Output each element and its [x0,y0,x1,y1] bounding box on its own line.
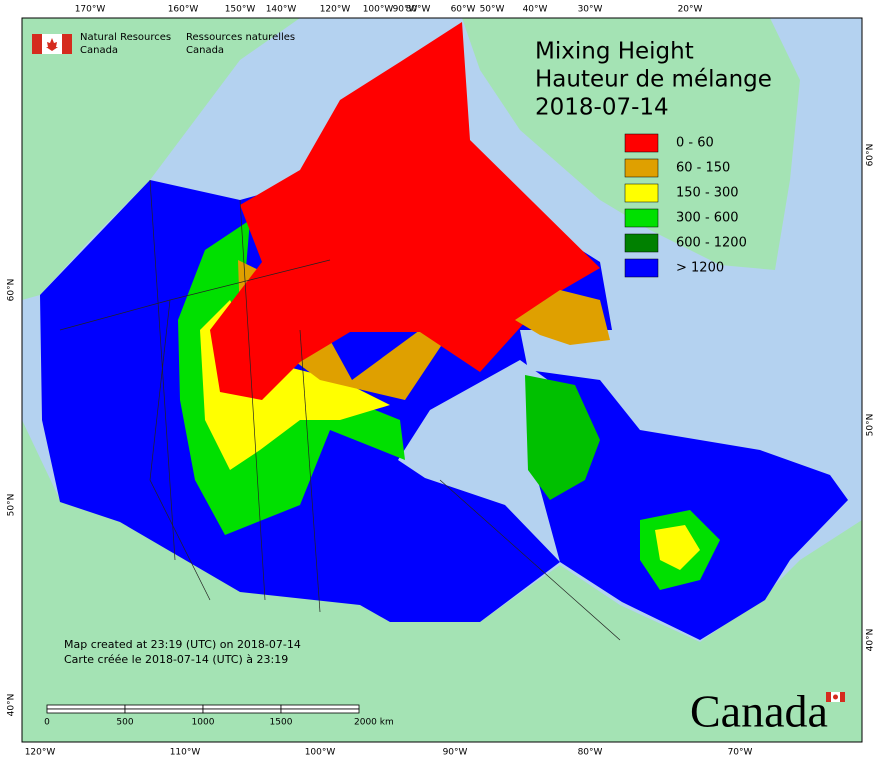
scale-segment [124,708,204,714]
graticule-label: 60°W [451,5,476,15]
quebec-green [525,375,600,500]
legend-swatch [624,183,659,203]
border [439,479,621,641]
agency-en: Natural Resources [80,32,171,43]
border [149,299,211,601]
scale-segment [124,704,204,710]
graticule-label: 80°W [578,748,603,758]
graticule-label: 80°W [406,5,431,15]
graticule-label: 160°W [168,5,199,15]
legend-swatch [624,208,659,228]
scale-segment [202,704,282,710]
graticule-label: 100°W [305,748,336,758]
scale-segment [280,704,360,710]
legend-swatch [624,158,659,178]
arctic-red [210,22,600,400]
graticule-label: 20°W [678,5,703,15]
graticule-label: 120°W [25,748,56,758]
legend-label: 300 - 600 [676,211,739,226]
wordmark: Canada [690,686,828,737]
graticule-label: 90°W [443,748,468,758]
title: Mixing Height [535,39,694,65]
agency-fr: Canada [186,45,224,56]
graticule-label: 60°N [866,144,876,167]
note: Map created at 23:19 (UTC) on 2018-07-14 [64,638,301,651]
border [239,199,266,601]
border [299,329,321,613]
border [59,259,331,331]
graticule-label: 40°W [523,5,548,15]
graticule-label: 40°N [866,629,876,652]
frame [21,17,863,743]
legend-label: 600 - 1200 [676,236,747,251]
wordmark-flag [826,692,845,702]
scale-segment [46,708,126,714]
graticule-label: 50°W [480,5,505,15]
graticule-label: 140°W [266,5,297,15]
graticule-label: 170°W [75,5,106,15]
scale-label: 0 [44,718,50,728]
legend-swatch [624,133,659,153]
graticule-label: 40°N [7,694,17,717]
agency-fr: Ressources naturelles [186,32,295,43]
gaspe-yellow [655,525,700,570]
graticule-label: 90°W [393,5,418,15]
legend-label: 60 - 150 [676,161,730,176]
graticule-label: 110°W [170,748,201,758]
graticule-label: 70°W [728,748,753,758]
graticule-label: 30°W [578,5,603,15]
graticule-label: 50°N [7,494,17,517]
hudson-bay [398,360,560,562]
legend-swatch [624,233,659,253]
scale-segment [202,708,282,714]
scale-label: 500 [116,718,133,728]
scale-segment [280,708,360,714]
agency-en: Canada [80,45,118,56]
legend-label: 0 - 60 [676,136,714,151]
legend-label: 150 - 300 [676,186,739,201]
alaska [22,18,300,300]
graticule-label: 120°W [320,5,351,15]
graticule-label: 60°N [7,279,17,302]
usa [22,420,862,742]
graticule-label: 100°W [363,5,394,15]
legend-label: > 1200 [676,261,724,276]
title: Hauteur de mélange [535,67,772,93]
scale-label: 1000 [192,718,215,728]
scale-label: 1500 [270,718,293,728]
graticule-label: 50°N [866,414,876,437]
legend-swatch [624,258,659,278]
title: 2018-07-14 [535,95,669,121]
labrador-orange [515,290,610,345]
note: Carte créée le 2018-07-14 (UTC) à 23:19 [64,653,288,666]
fip-logo [32,34,72,54]
scale-segment [46,704,126,710]
scale-label: 2000 km [354,718,394,728]
graticule-label: 150°W [225,5,256,15]
